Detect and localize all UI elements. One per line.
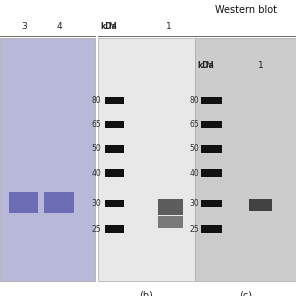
Text: 80: 80 [189,96,199,105]
Bar [249,199,272,211]
Text: 40: 40 [92,169,102,178]
Bar [201,200,222,207]
Bar [9,192,38,213]
Bar [201,170,222,177]
Bar [201,97,222,104]
Text: M: M [109,22,116,31]
Text: 25: 25 [189,224,199,234]
Bar [105,97,124,104]
Text: 30: 30 [92,199,102,208]
Text: Western blot: Western blot [215,5,277,15]
Bar [158,199,183,215]
Bar [105,145,124,153]
Text: 3: 3 [21,22,27,31]
Bar [105,170,124,177]
Bar [201,121,222,128]
Text: 65: 65 [92,120,102,129]
Text: 25: 25 [92,224,102,234]
FancyBboxPatch shape [0,38,95,281]
Text: 65: 65 [189,120,199,129]
Text: 80: 80 [92,96,102,105]
Text: 30: 30 [189,199,199,208]
Text: kDa: kDa [100,22,117,31]
Bar [105,200,124,207]
Bar [105,121,124,128]
Text: (b): (b) [140,290,153,296]
Bar [201,225,222,233]
FancyBboxPatch shape [195,38,296,281]
Text: 50: 50 [189,144,199,153]
Text: M: M [205,61,213,70]
Text: 1: 1 [166,22,172,31]
Text: 4: 4 [56,22,62,31]
FancyBboxPatch shape [98,38,195,281]
Bar [44,192,74,213]
Text: 40: 40 [189,169,199,178]
Text: (c): (c) [239,290,252,296]
Text: 50: 50 [92,144,102,153]
Text: kDa: kDa [198,61,215,70]
Bar [105,225,124,233]
Text: 1: 1 [258,61,263,70]
Bar [158,216,183,228]
Bar [201,145,222,153]
